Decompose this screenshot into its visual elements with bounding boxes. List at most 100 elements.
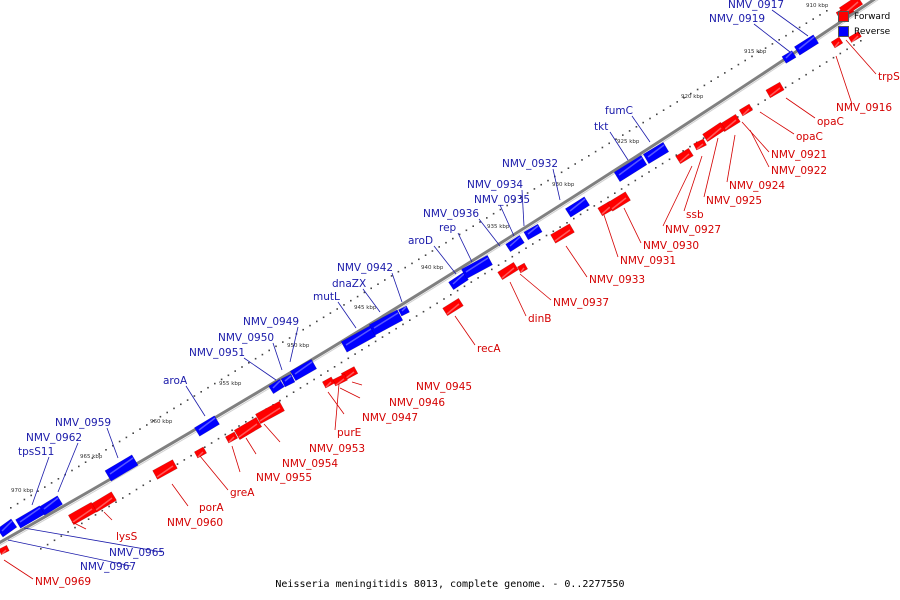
gene-label-dinB[interactable]: dinB	[528, 313, 551, 325]
gene-label-NMV_0949[interactable]: NMV_0949	[243, 316, 299, 328]
forward-track-dot	[682, 150, 684, 152]
forward-gene-glyph[interactable]	[497, 261, 519, 281]
forward-gene-glyph[interactable]	[738, 103, 754, 117]
forward-gene-glyph[interactable]	[321, 376, 336, 389]
forward-gene-highlight	[706, 127, 722, 141]
reverse-gene-glyph[interactable]	[505, 234, 525, 253]
reverse-gene-glyph[interactable]	[398, 305, 410, 317]
reverse-gene-glyph[interactable]	[268, 378, 285, 395]
forward-gene-glyph[interactable]	[0, 544, 10, 556]
gene-label-NMV_0934[interactable]: NMV_0934	[467, 179, 523, 191]
forward-gene-glyph[interactable]	[442, 297, 464, 317]
gene-label-NMV_0921[interactable]: NMV_0921	[771, 149, 827, 161]
gene-label-NMV_0946[interactable]: NMV_0946	[389, 397, 445, 409]
gene-label-opaC[interactable]: opaC	[796, 131, 823, 143]
gene-label-NMV_0933[interactable]: NMV_0933	[589, 274, 645, 286]
forward-track-dot	[67, 531, 69, 533]
gene-label-NMV_0936[interactable]: NMV_0936	[423, 208, 479, 220]
forward-gene-glyph[interactable]	[702, 121, 726, 143]
gene-label-NMV_0924[interactable]: NMV_0924	[729, 180, 785, 192]
reverse-gene-glyph[interactable]	[613, 154, 648, 183]
reverse-gene-glyph[interactable]	[523, 223, 543, 241]
gene-label-NMV_0960[interactable]: NMV_0960	[167, 517, 223, 529]
forward-gene-glyph[interactable]	[516, 262, 529, 274]
reverse-gene-glyph[interactable]	[642, 141, 670, 165]
gene-label-NMV_0950[interactable]: NMV_0950	[218, 332, 274, 344]
gene-label-ssb[interactable]: ssb	[686, 209, 704, 221]
gene-label-trpS[interactable]: trpS	[878, 71, 900, 83]
gene-label-NMV_0962[interactable]: NMV_0962	[26, 432, 82, 444]
forward-gene-glyph[interactable]	[765, 81, 785, 99]
gene-label-NMV_0932[interactable]: NMV_0932	[502, 158, 558, 170]
gene-label-NMV_0930[interactable]: NMV_0930	[643, 240, 699, 252]
gene-label-dnaZX[interactable]: dnaZX	[332, 278, 366, 290]
reverse-gene-highlight	[109, 457, 134, 475]
reverse-gene-highlight	[527, 225, 539, 235]
gene-label-tkt[interactable]: tkt	[594, 121, 608, 133]
gene-label-NMV_0947[interactable]: NMV_0947	[362, 412, 418, 424]
gene-label-NMV_0922[interactable]: NMV_0922	[771, 165, 827, 177]
forward-gene-glyph[interactable]	[830, 36, 844, 49]
reverse-gene-glyph[interactable]	[368, 309, 404, 336]
gene-label-rep[interactable]: rep	[439, 222, 457, 234]
forward-gene-glyph[interactable]	[224, 431, 239, 444]
gene-label-NMV_0965[interactable]: NMV_0965	[109, 547, 165, 559]
gene-label-NMV_0925[interactable]: NMV_0925	[706, 195, 762, 207]
gene-label-aroA[interactable]: aroA	[163, 375, 188, 387]
forward-gene-glyph[interactable]	[550, 223, 575, 244]
reverse-gene-glyph[interactable]	[15, 505, 45, 529]
forward-gene-glyph[interactable]	[152, 459, 178, 480]
reverse-gene-glyph[interactable]	[564, 196, 591, 218]
reverse-gene-glyph[interactable]	[793, 34, 820, 56]
gene-label-recA[interactable]: recA	[477, 343, 501, 355]
gene-label-fumC[interactable]: fumC	[605, 105, 633, 117]
forward-gene-glyph[interactable]	[255, 400, 285, 425]
gene-label-greA[interactable]: greA	[230, 487, 255, 499]
forward-gene-glyph[interactable]	[607, 191, 631, 212]
gene-label-tpsS11[interactable]: tpsS11	[18, 446, 54, 458]
forward-gene-glyph[interactable]	[848, 31, 862, 43]
reverse-track-dot	[343, 304, 345, 306]
reverse-gene-glyph[interactable]	[104, 454, 139, 482]
forward-gene-glyph[interactable]	[675, 147, 694, 165]
gene-label-NMV_0953[interactable]: NMV_0953	[309, 443, 365, 455]
gene-label-mutL[interactable]: mutL	[313, 291, 340, 303]
gene-label-NMV_0967[interactable]: NMV_0967	[80, 561, 136, 573]
gene-label-NMV_0919[interactable]: NMV_0919	[709, 13, 765, 25]
reverse-gene-glyph[interactable]	[280, 373, 296, 388]
gene-label-NMV_0969[interactable]: NMV_0969	[35, 576, 91, 588]
reverse-gene-glyph[interactable]	[289, 358, 318, 382]
gene-label-NMV_0959[interactable]: NMV_0959	[55, 417, 111, 429]
forward-gene-glyph[interactable]	[233, 416, 263, 441]
gene-label-NMV_0917[interactable]: NMV_0917	[728, 0, 784, 11]
gene-label-opaC[interactable]: opaC	[817, 116, 844, 128]
gene-label-NMV_0935[interactable]: NMV_0935	[474, 194, 530, 206]
gene-label-NMV_0927[interactable]: NMV_0927	[665, 224, 721, 236]
forward-track-dot	[798, 78, 801, 80]
forward-gene-glyph[interactable]	[332, 373, 348, 387]
gene-leader-line	[509, 281, 527, 317]
reverse-gene-glyph[interactable]	[781, 50, 797, 64]
reverse-gene-glyph[interactable]	[461, 254, 493, 280]
forward-gene-glyph[interactable]	[67, 501, 98, 526]
gene-label-porA[interactable]: porA	[199, 502, 224, 514]
forward-gene-glyph[interactable]	[693, 138, 707, 151]
gene-label-NMV_0945[interactable]: NMV_0945	[416, 381, 472, 393]
forward-track-dot	[409, 319, 411, 321]
gene-label-NMV_0942[interactable]: NMV_0942	[337, 262, 393, 274]
gene-label-lysS[interactable]: lysS	[116, 531, 138, 543]
gene-label-purE[interactable]: purE	[337, 427, 361, 439]
reverse-gene-glyph[interactable]	[0, 518, 18, 538]
gene-label-NMV_0951[interactable]: NMV_0951	[189, 347, 245, 359]
gene-leader-line	[31, 456, 50, 506]
gene-label-NMV_0916[interactable]: NMV_0916	[836, 102, 892, 114]
gene-label-aroD[interactable]: aroD	[408, 235, 433, 247]
gene-label-NMV_0955[interactable]: NMV_0955	[256, 472, 312, 484]
gene-label-NMV_0937[interactable]: NMV_0937	[553, 297, 609, 309]
forward-track-dot	[374, 340, 377, 343]
gene-label-NMV_0931[interactable]: NMV_0931	[620, 255, 676, 267]
gene-leader-line	[609, 131, 629, 161]
forward-gene-glyph[interactable]	[193, 446, 208, 459]
gene-label-NMV_0954[interactable]: NMV_0954	[282, 458, 338, 470]
reverse-gene-glyph[interactable]	[194, 415, 220, 437]
